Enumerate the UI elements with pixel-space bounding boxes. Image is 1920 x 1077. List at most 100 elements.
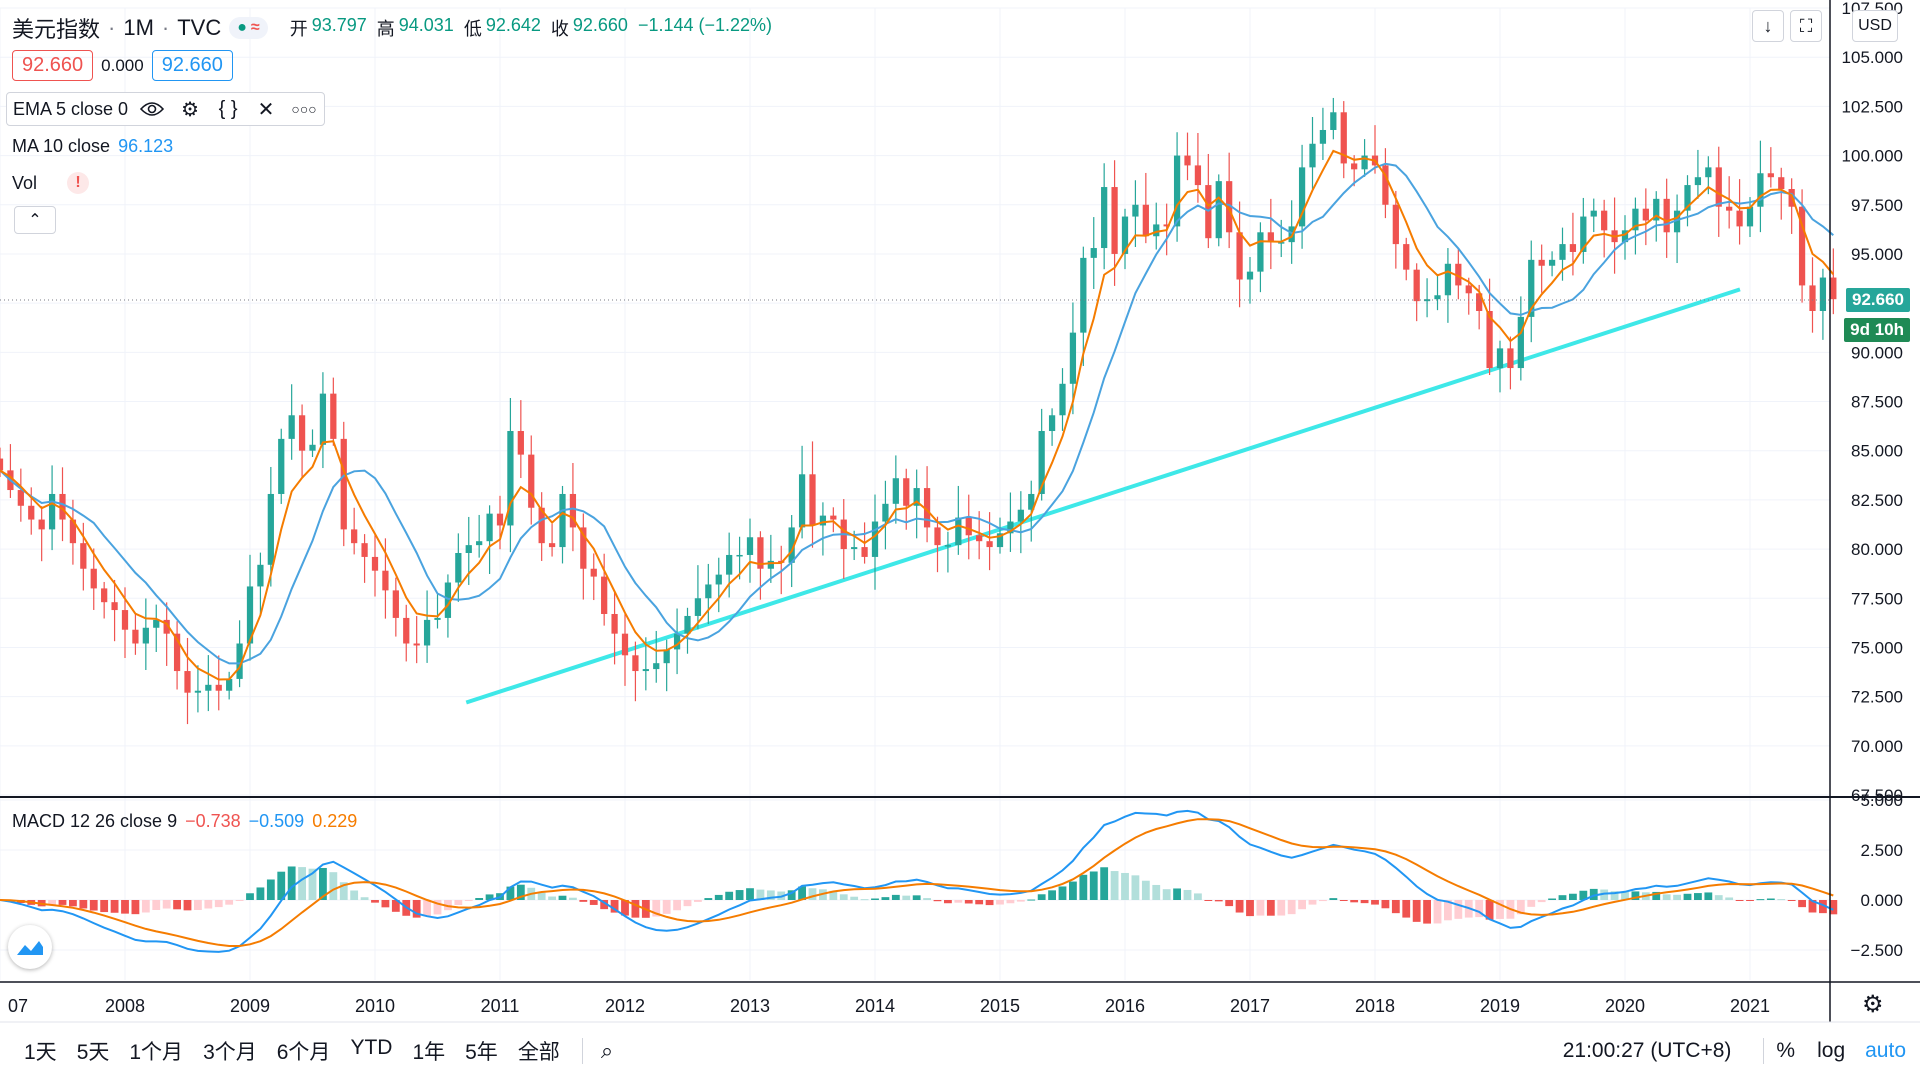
timeframe-button[interactable]: 5天 <box>76 1040 110 1064</box>
braces-icon[interactable]: { } <box>218 97 238 120</box>
macd-histogram-bar <box>537 892 546 900</box>
macd-pane <box>0 809 1838 953</box>
macd-histogram-bar <box>1725 897 1734 900</box>
candle <box>101 581 108 619</box>
macd-histogram-bar <box>1152 884 1161 900</box>
candle <box>1153 202 1160 250</box>
close-label: 收 <box>550 19 569 39</box>
candle <box>267 466 274 587</box>
macd-histogram-bar <box>735 890 744 900</box>
symbol-name[interactable]: 美元指数 <box>12 17 101 42</box>
bid-price[interactable]: 92.660 <box>12 50 94 81</box>
macd-histogram-bar <box>589 900 598 905</box>
timeframe-button[interactable]: 3个月 <box>203 1040 257 1064</box>
ma-study-value: 96.123 <box>118 136 174 156</box>
log-toggle[interactable]: log <box>1817 1038 1846 1062</box>
grid-lines <box>0 7 1830 980</box>
candle <box>1184 132 1191 181</box>
x-tick-label: 2010 <box>355 996 395 1016</box>
close-icon[interactable]: ✕ <box>257 98 275 121</box>
auto-toggle[interactable]: auto <box>1865 1038 1906 1062</box>
macd-histogram-bar <box>923 898 931 900</box>
timeframe-button[interactable]: 全部 <box>517 1040 560 1064</box>
macd-histogram-bar <box>985 900 994 906</box>
clock-label[interactable]: 21:00:27 (UTC+8) <box>1562 1038 1732 1062</box>
macd-histogram-bar <box>954 900 963 903</box>
candle <box>215 655 222 711</box>
candle <box>1528 240 1535 343</box>
x-tick-label: 2011 <box>481 996 520 1016</box>
candle <box>903 468 910 530</box>
open-value: 93.797 <box>311 15 367 35</box>
timeframe-button[interactable]: 1年 <box>412 1040 446 1064</box>
macd-histogram-bar <box>100 900 109 913</box>
candle <box>434 594 441 629</box>
market-status-badge[interactable]: ● ≈ <box>229 17 268 39</box>
macd-y-tick-label: 2.500 <box>1860 841 1903 860</box>
timeframe-list: 1天 5天 1个月 3个月 6个月 YTD 1年 5年 全部 <box>14 1036 570 1066</box>
macd-histogram-bar <box>58 900 67 905</box>
timeframe-button[interactable]: YTD <box>350 1035 393 1059</box>
candle <box>257 552 264 617</box>
macd-histogram-bar <box>173 900 181 910</box>
macd-histogram-bar <box>1089 871 1098 900</box>
macd-histogram-bar <box>1558 895 1567 900</box>
candle <box>944 531 952 573</box>
candle <box>1434 275 1441 311</box>
ma-study-row[interactable]: MA 10 close 96.123 <box>12 136 173 157</box>
macd-histogram-bar <box>1829 900 1838 915</box>
candle <box>298 404 306 478</box>
percent-toggle[interactable]: % <box>1776 1038 1796 1062</box>
candlestick-series <box>0 97 1837 725</box>
candle <box>632 641 639 702</box>
interval-label[interactable]: 1M <box>123 15 154 40</box>
candle <box>1455 248 1462 300</box>
more-icon[interactable]: ○○○ <box>291 101 317 117</box>
collapse-legend-button[interactable]: ⌃ <box>14 206 56 234</box>
macd-legend[interactable]: MACD 12 26 close 9 −0.738 −0.509 0.229 <box>12 811 357 832</box>
macd-histogram-bar <box>1621 891 1629 900</box>
market-open-dot-icon: ● <box>237 19 247 36</box>
candle <box>1017 491 1024 554</box>
axis-settings-button[interactable]: ⚙ <box>1862 990 1884 1019</box>
vol-study-row[interactable]: Vol ! <box>12 172 90 194</box>
x-tick-label: 2015 <box>980 996 1020 1016</box>
eye-icon[interactable] <box>138 97 166 121</box>
candle <box>1423 278 1431 318</box>
macd-histogram-bar <box>1454 900 1463 919</box>
macd-histogram-bar <box>839 894 848 900</box>
bid-ask-row: 92.660 0.000 92.660 <box>12 50 233 81</box>
tradingview-logo[interactable] <box>8 925 52 969</box>
fullscreen-button[interactable]: ⛶ <box>1790 10 1822 42</box>
timeframe-button[interactable]: 1个月 <box>129 1040 184 1064</box>
currency-button[interactable]: USD <box>1852 10 1898 42</box>
x-tick-label: 2009 <box>230 996 270 1016</box>
candle <box>351 507 358 555</box>
ema-study-box[interactable]: EMA 5 close 0 ⚙ { } ✕ ○○○ <box>6 92 326 126</box>
y-tick-label: 75.000 <box>1851 638 1903 657</box>
y-tick-label: 102.500 <box>1842 97 1903 116</box>
macd-histogram-bar <box>69 900 77 907</box>
alert-icon: ! <box>67 172 90 194</box>
ema-study-label: EMA 5 close 0 <box>13 98 129 119</box>
ask-price[interactable]: 92.660 <box>151 50 233 81</box>
timeframe-button[interactable]: 1天 <box>24 1040 57 1064</box>
spread-value: 0.000 <box>101 55 144 75</box>
macd-histogram-bar <box>787 890 796 900</box>
y-tick-label: 80.000 <box>1851 540 1903 559</box>
support-trendline[interactable] <box>465 287 1741 705</box>
ema-5-line <box>0 149 1835 681</box>
date-range-icon[interactable]: ⌕ <box>600 1037 614 1063</box>
candle <box>798 445 806 539</box>
gear-icon[interactable]: ⚙ <box>181 98 200 121</box>
macd-histogram-bar <box>225 900 234 905</box>
macd-histogram-bar <box>287 866 296 900</box>
timeframe-button[interactable]: 5年 <box>465 1040 498 1064</box>
candle <box>1309 117 1316 190</box>
macd-histogram-bar <box>1037 894 1046 900</box>
high-value: 94.031 <box>398 15 454 35</box>
timeframe-button[interactable]: 6个月 <box>276 1040 331 1064</box>
x-tick-label: 2013 <box>730 996 770 1016</box>
download-button[interactable]: ↓ <box>1752 10 1784 42</box>
